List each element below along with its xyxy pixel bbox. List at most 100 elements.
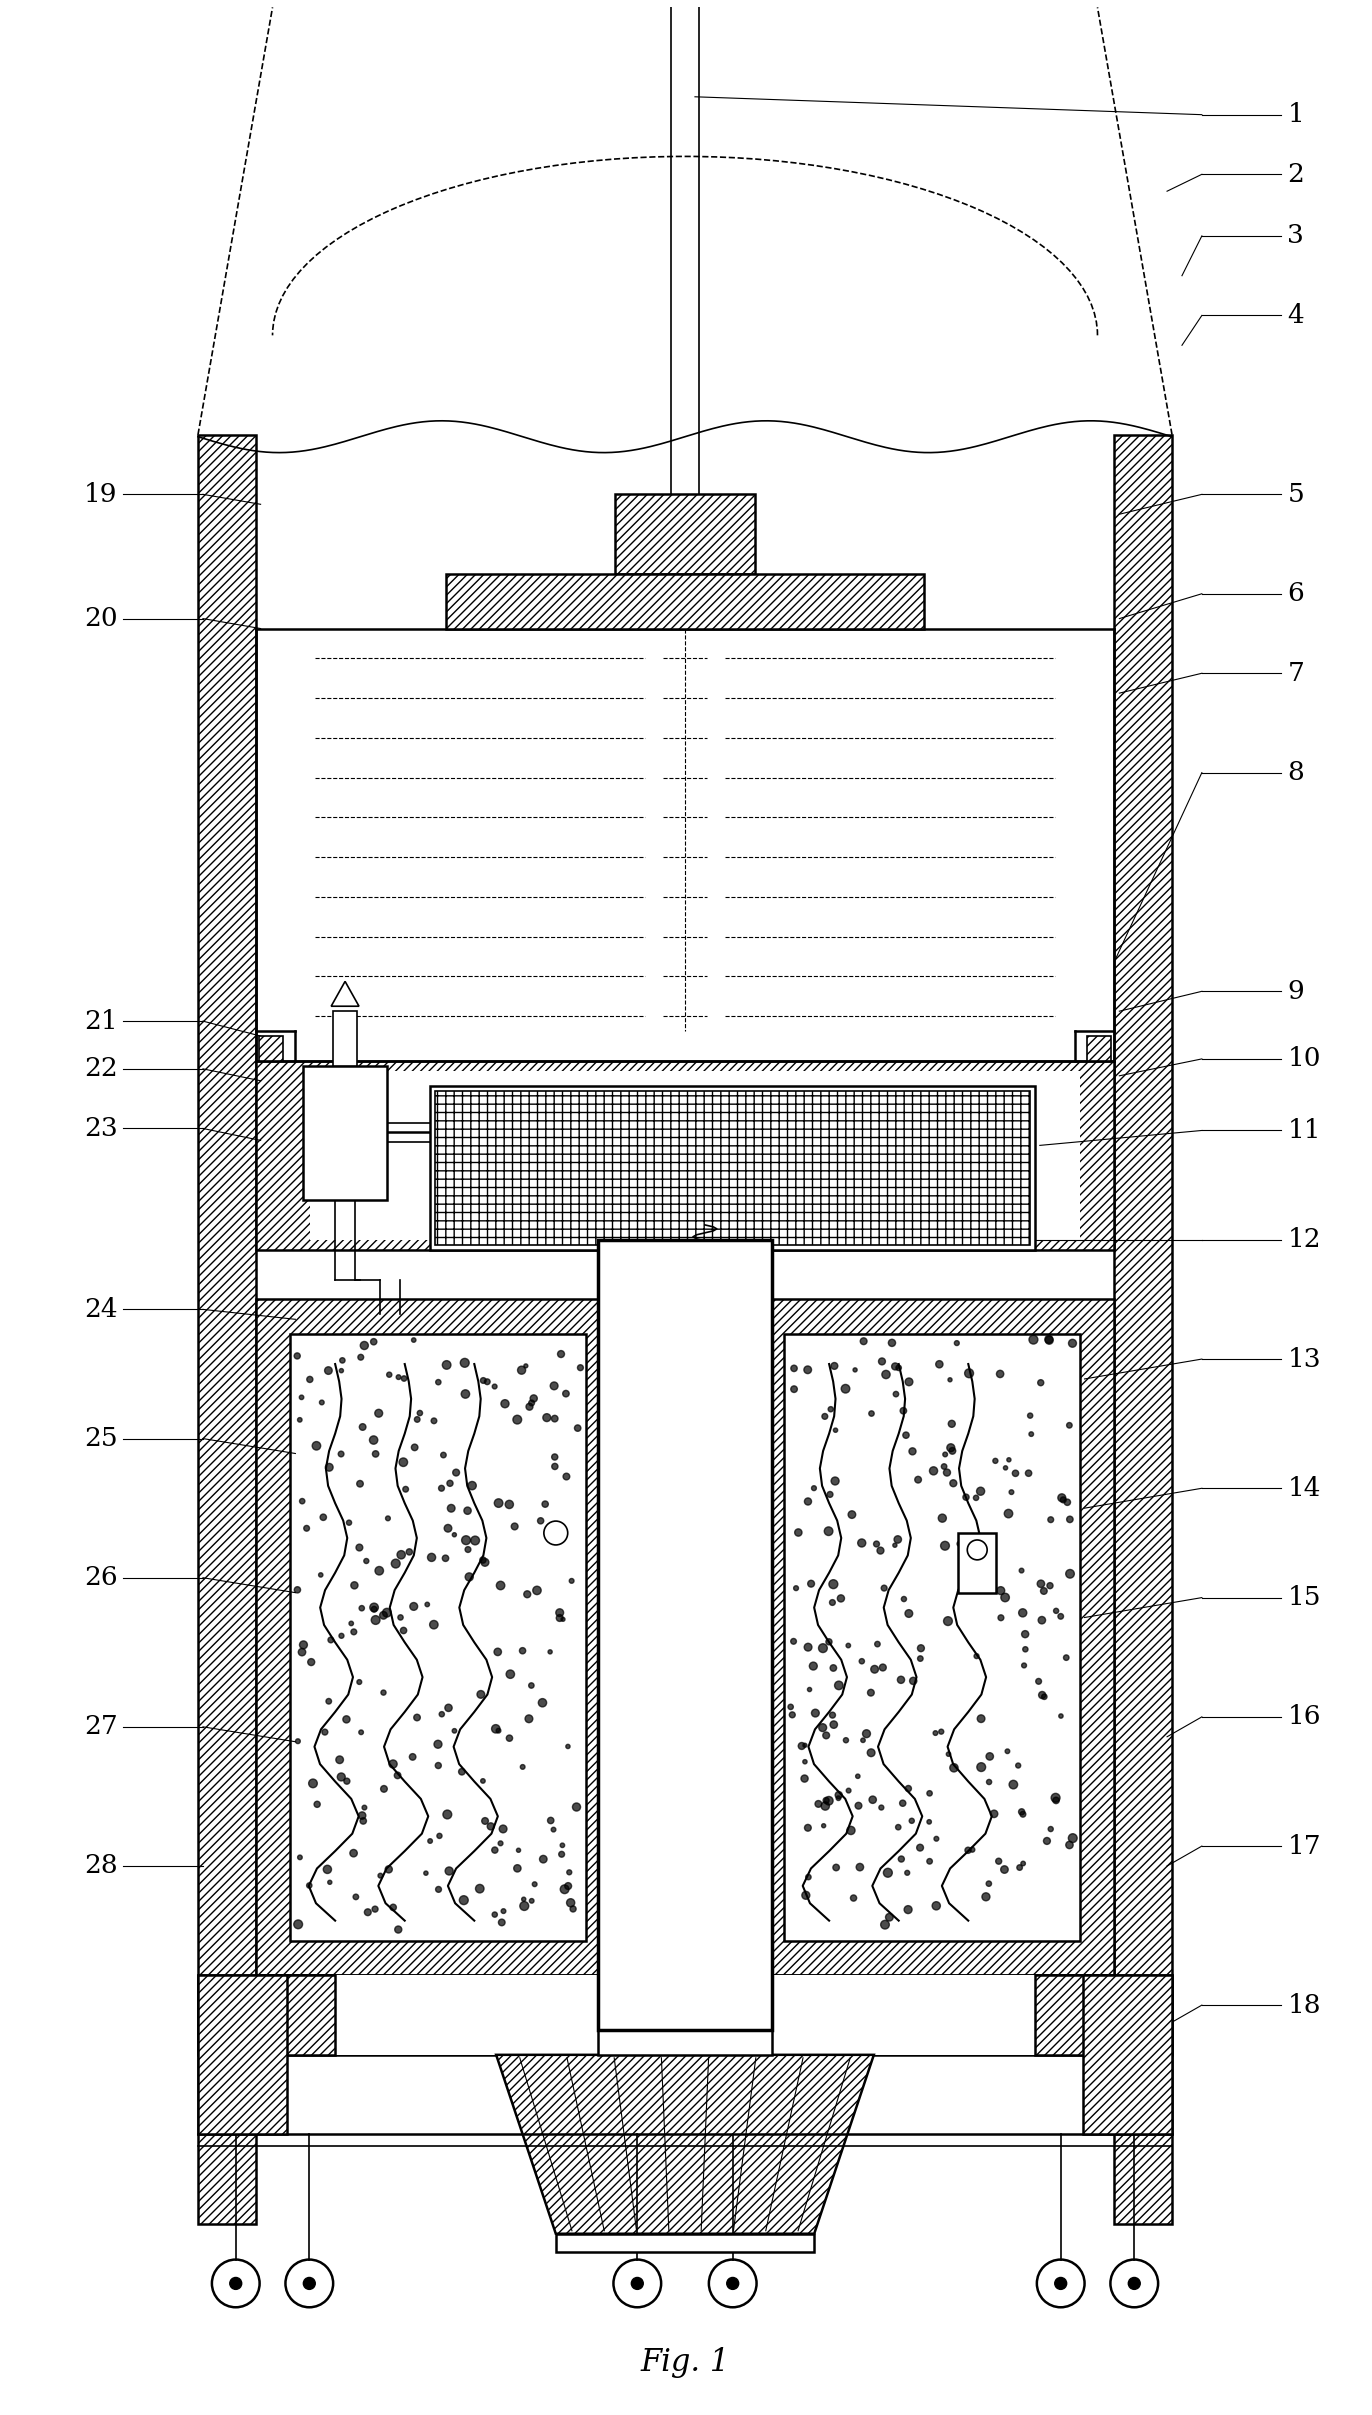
Circle shape [910, 1818, 914, 1823]
Circle shape [871, 1666, 878, 1674]
Circle shape [442, 1555, 449, 1563]
Circle shape [506, 1734, 513, 1741]
Circle shape [499, 1826, 508, 1833]
Polygon shape [331, 980, 359, 1007]
Circle shape [819, 1645, 827, 1652]
Text: 4: 4 [1287, 302, 1303, 328]
Circle shape [948, 1420, 955, 1427]
Circle shape [344, 1777, 350, 1785]
Circle shape [915, 1476, 922, 1483]
Circle shape [1036, 1678, 1041, 1683]
Circle shape [967, 1558, 971, 1563]
Circle shape [896, 1823, 901, 1831]
Circle shape [353, 1893, 358, 1901]
Circle shape [789, 1712, 796, 1717]
Circle shape [414, 1715, 420, 1722]
Circle shape [524, 1591, 531, 1599]
Text: 10: 10 [1287, 1046, 1321, 1072]
Circle shape [1007, 1459, 1011, 1461]
Circle shape [307, 1377, 313, 1381]
Circle shape [372, 1606, 377, 1613]
Text: 19: 19 [84, 483, 118, 507]
Circle shape [860, 1338, 867, 1345]
Circle shape [328, 1881, 332, 1884]
Circle shape [822, 1413, 827, 1420]
Circle shape [836, 1797, 841, 1802]
Circle shape [847, 1787, 851, 1792]
Circle shape [1004, 1509, 1013, 1517]
Circle shape [372, 1905, 379, 1913]
Text: 2: 2 [1287, 162, 1305, 186]
Circle shape [299, 1640, 307, 1649]
Circle shape [1054, 1608, 1059, 1613]
Circle shape [805, 1874, 811, 1879]
Circle shape [958, 1541, 962, 1546]
Circle shape [1069, 1340, 1077, 1348]
Circle shape [823, 1732, 830, 1739]
Circle shape [436, 1379, 440, 1384]
Circle shape [443, 1811, 451, 1818]
Circle shape [350, 1850, 357, 1857]
Circle shape [1000, 1594, 1010, 1601]
Circle shape [412, 1338, 416, 1343]
Circle shape [1045, 1335, 1052, 1343]
Circle shape [932, 1901, 940, 1910]
Circle shape [938, 1514, 947, 1521]
Circle shape [538, 1698, 546, 1707]
Text: 8: 8 [1287, 761, 1303, 785]
Circle shape [904, 1905, 912, 1913]
Text: 6: 6 [1287, 582, 1303, 606]
Circle shape [561, 1618, 565, 1620]
Text: 27: 27 [84, 1715, 118, 1739]
Circle shape [1048, 1517, 1054, 1521]
Circle shape [547, 1818, 554, 1823]
Circle shape [938, 1729, 944, 1734]
Circle shape [336, 1756, 343, 1763]
Circle shape [447, 1505, 456, 1512]
Circle shape [298, 1649, 306, 1657]
Circle shape [482, 1558, 488, 1567]
Text: 14: 14 [1287, 1476, 1321, 1500]
Circle shape [380, 1611, 387, 1618]
Circle shape [1028, 1413, 1033, 1418]
Circle shape [340, 1357, 346, 1362]
Circle shape [351, 1630, 357, 1635]
Circle shape [1058, 1495, 1066, 1502]
Circle shape [314, 1802, 320, 1806]
Circle shape [358, 1355, 364, 1360]
Circle shape [294, 1352, 300, 1360]
Circle shape [955, 1340, 959, 1345]
Circle shape [409, 1753, 416, 1761]
Circle shape [440, 1451, 446, 1459]
Text: 12: 12 [1287, 1227, 1321, 1253]
Circle shape [1051, 1794, 1061, 1802]
Circle shape [1037, 1579, 1044, 1587]
Circle shape [542, 1502, 549, 1507]
Circle shape [841, 1384, 849, 1393]
Polygon shape [958, 1534, 996, 1591]
Circle shape [830, 1599, 836, 1606]
Circle shape [844, 1739, 848, 1744]
Circle shape [339, 1369, 343, 1372]
Circle shape [477, 1690, 484, 1698]
Circle shape [303, 1526, 310, 1531]
Circle shape [361, 1340, 368, 1350]
Circle shape [402, 1377, 406, 1381]
Circle shape [434, 1741, 442, 1748]
Circle shape [558, 1852, 564, 1857]
Polygon shape [258, 1036, 284, 1060]
Circle shape [1058, 1613, 1063, 1618]
Circle shape [458, 1768, 465, 1775]
Text: 23: 23 [84, 1116, 118, 1140]
Circle shape [1022, 1630, 1029, 1637]
Circle shape [431, 1418, 436, 1425]
Circle shape [563, 1391, 569, 1396]
Circle shape [435, 1886, 442, 1893]
Circle shape [834, 1681, 844, 1690]
Circle shape [339, 1633, 344, 1637]
Circle shape [417, 1410, 423, 1415]
Circle shape [498, 1840, 504, 1845]
Circle shape [895, 1536, 901, 1543]
Circle shape [391, 1560, 401, 1567]
Circle shape [1029, 1432, 1033, 1437]
